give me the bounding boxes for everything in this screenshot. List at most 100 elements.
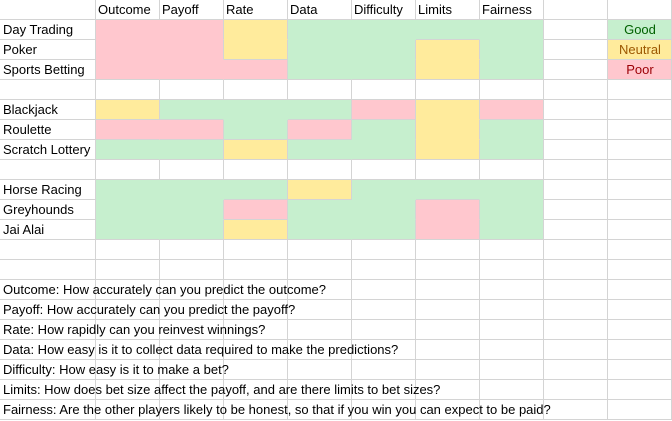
grid-cell[interactable] <box>0 280 96 300</box>
grid-cell[interactable] <box>224 400 288 420</box>
grid-cell[interactable] <box>224 320 288 340</box>
grid-cell[interactable] <box>608 220 672 240</box>
grid-cell[interactable] <box>96 80 160 100</box>
grid-cell[interactable] <box>544 280 608 300</box>
grid-cell[interactable] <box>160 400 224 420</box>
grid-cell[interactable] <box>480 0 544 20</box>
grid-cell[interactable] <box>352 0 416 20</box>
rating-cell[interactable] <box>480 100 544 120</box>
grid-cell[interactable] <box>608 160 672 180</box>
grid-cell[interactable] <box>544 20 608 40</box>
grid-cell[interactable] <box>480 400 544 420</box>
rating-cell[interactable] <box>480 20 544 40</box>
rating-cell[interactable] <box>96 100 160 120</box>
rating-cell[interactable] <box>224 200 288 220</box>
rating-cell[interactable] <box>160 220 224 240</box>
grid-cell[interactable] <box>544 160 608 180</box>
rating-cell[interactable] <box>416 220 480 240</box>
rating-cell[interactable] <box>480 120 544 140</box>
rating-cell[interactable] <box>288 40 352 60</box>
grid-cell[interactable] <box>608 100 672 120</box>
rating-cell[interactable] <box>160 120 224 140</box>
rating-cell[interactable] <box>96 60 160 80</box>
grid-cell[interactable] <box>0 320 96 340</box>
grid-cell[interactable] <box>288 360 352 380</box>
grid-cell[interactable] <box>608 180 672 200</box>
grid-cell[interactable] <box>416 340 480 360</box>
rating-cell[interactable] <box>160 60 224 80</box>
grid-cell[interactable] <box>416 300 480 320</box>
grid-cell[interactable] <box>0 340 96 360</box>
rating-cell[interactable] <box>224 40 288 60</box>
grid-cell[interactable] <box>416 160 480 180</box>
grid-cell[interactable] <box>544 0 608 20</box>
grid-cell[interactable] <box>0 240 96 260</box>
grid-cell[interactable] <box>544 380 608 400</box>
grid-cell[interactable] <box>224 160 288 180</box>
grid-cell[interactable] <box>224 0 288 20</box>
grid-cell[interactable] <box>416 280 480 300</box>
grid-cell[interactable] <box>160 160 224 180</box>
grid-cell[interactable] <box>288 160 352 180</box>
grid-cell[interactable] <box>96 300 160 320</box>
grid-cell[interactable] <box>288 80 352 100</box>
grid-cell[interactable] <box>416 360 480 380</box>
rating-cell[interactable] <box>224 220 288 240</box>
grid-cell[interactable] <box>608 300 672 320</box>
grid-cell[interactable] <box>544 200 608 220</box>
grid-cell[interactable] <box>416 0 480 20</box>
rating-cell[interactable] <box>160 100 224 120</box>
rating-cell[interactable] <box>480 40 544 60</box>
grid-cell[interactable] <box>352 340 416 360</box>
grid-cell[interactable] <box>544 40 608 60</box>
rating-cell[interactable] <box>352 20 416 40</box>
grid-cell[interactable] <box>224 360 288 380</box>
grid-cell[interactable] <box>544 180 608 200</box>
grid-cell[interactable] <box>544 100 608 120</box>
grid-cell[interactable] <box>224 240 288 260</box>
grid-cell[interactable] <box>288 300 352 320</box>
grid-cell[interactable] <box>224 280 288 300</box>
grid-cell[interactable] <box>480 380 544 400</box>
grid-cell[interactable] <box>224 300 288 320</box>
grid-cell[interactable] <box>96 400 160 420</box>
grid-cell[interactable] <box>480 260 544 280</box>
grid-cell[interactable] <box>608 140 672 160</box>
grid-cell[interactable] <box>160 260 224 280</box>
grid-cell[interactable] <box>608 120 672 140</box>
grid-cell[interactable] <box>96 160 160 180</box>
grid-cell[interactable] <box>224 340 288 360</box>
grid-cell[interactable] <box>416 80 480 100</box>
grid-cell[interactable] <box>544 140 608 160</box>
grid-cell[interactable] <box>160 300 224 320</box>
rating-cell[interactable] <box>288 60 352 80</box>
rating-cell[interactable] <box>416 100 480 120</box>
grid-cell[interactable] <box>352 300 416 320</box>
rating-cell[interactable] <box>288 220 352 240</box>
rating-cell[interactable] <box>480 220 544 240</box>
grid-cell[interactable] <box>160 340 224 360</box>
grid-cell[interactable] <box>480 80 544 100</box>
grid-cell[interactable] <box>352 80 416 100</box>
grid-cell[interactable] <box>352 280 416 300</box>
grid-cell[interactable] <box>352 400 416 420</box>
rating-cell[interactable] <box>224 180 288 200</box>
grid-cell[interactable] <box>288 260 352 280</box>
grid-cell[interactable] <box>608 400 672 420</box>
grid-cell[interactable] <box>96 340 160 360</box>
grid-cell[interactable] <box>96 260 160 280</box>
rating-cell[interactable] <box>416 20 480 40</box>
grid-cell[interactable] <box>0 160 96 180</box>
grid-cell[interactable] <box>416 320 480 340</box>
rating-cell[interactable] <box>480 200 544 220</box>
rating-cell[interactable] <box>416 60 480 80</box>
grid-cell[interactable] <box>96 320 160 340</box>
grid-cell[interactable] <box>0 100 96 120</box>
grid-cell[interactable] <box>0 180 96 200</box>
rating-cell[interactable] <box>352 60 416 80</box>
grid-cell[interactable] <box>480 360 544 380</box>
rating-cell[interactable] <box>288 120 352 140</box>
grid-cell[interactable] <box>608 0 672 20</box>
rating-cell[interactable] <box>96 180 160 200</box>
rating-cell[interactable] <box>96 200 160 220</box>
